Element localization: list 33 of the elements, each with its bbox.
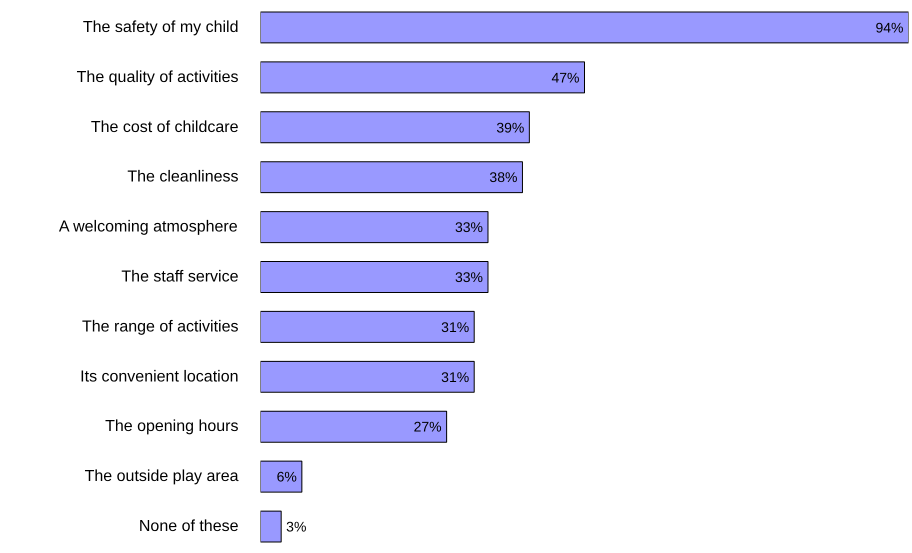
bar <box>260 460 302 493</box>
data-label: 33% <box>454 269 483 285</box>
bar <box>260 310 475 343</box>
data-label: 94% <box>875 19 904 36</box>
bar <box>260 410 448 443</box>
bar <box>260 161 523 194</box>
data-label: 39% <box>496 119 524 136</box>
data-label: 27% <box>414 418 442 435</box>
y-tick-label: The safety of my child <box>82 18 239 36</box>
bar <box>260 211 488 244</box>
bar <box>260 261 488 293</box>
y-tick-label: None of these <box>138 518 239 536</box>
bar <box>260 111 530 144</box>
y-tick-label: The cost of childcare <box>90 118 239 136</box>
bar <box>260 61 585 94</box>
y-tick-label: The staff service <box>121 268 239 286</box>
y-tick-label: The outside play area <box>84 468 239 486</box>
data-label: 31% <box>441 368 470 385</box>
data-label: 33% <box>454 219 483 236</box>
y-tick-label: The quality of activities <box>76 68 239 86</box>
data-label: 6% <box>276 468 297 485</box>
bar <box>260 11 908 44</box>
y-tick-label: The opening hours <box>105 418 239 436</box>
y-tick-label: The cleanliness <box>127 168 238 186</box>
bar <box>260 510 282 543</box>
data-label: 47% <box>551 69 580 86</box>
data-label: 3% <box>286 518 306 535</box>
data-label: 38% <box>489 169 518 186</box>
bar <box>260 360 475 393</box>
y-tick-label: The range of activities <box>82 318 239 336</box>
data-label: 31% <box>441 318 470 335</box>
y-tick-label: Its convenient location <box>80 368 239 386</box>
y-tick-label: A welcoming atmosphere <box>58 218 238 236</box>
